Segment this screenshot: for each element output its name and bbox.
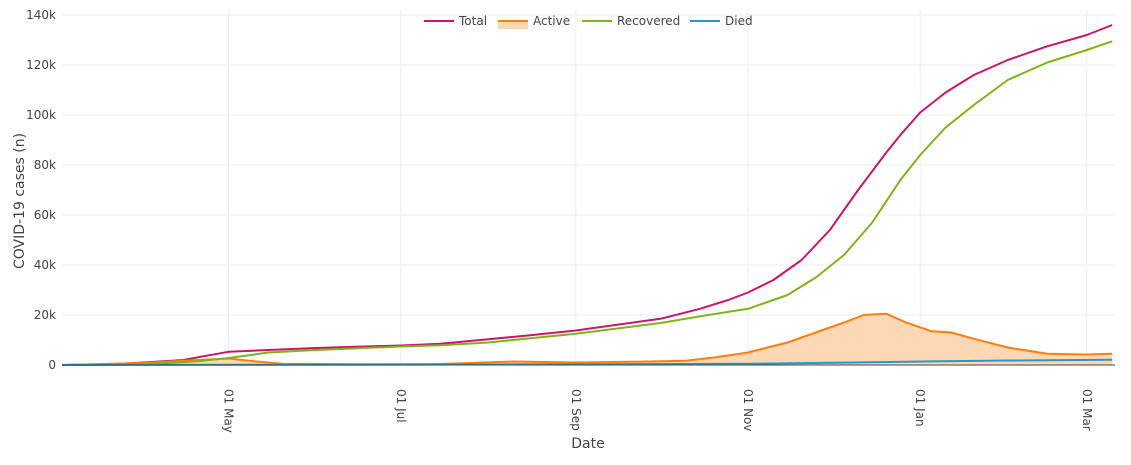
- legend-item-active[interactable]: Active: [498, 14, 570, 29]
- x-tick-label: 01 Mar: [1080, 389, 1094, 431]
- y-tick-label: 80k: [34, 158, 56, 172]
- x-tick-label: 01 May: [222, 389, 236, 433]
- y-tick-label: 20k: [34, 308, 56, 322]
- y-tick-label: 0: [48, 358, 56, 372]
- legend[interactable]: Total Active Recovered Died: [424, 14, 753, 29]
- legend-swatch-fill: [498, 21, 528, 29]
- y-tick-label: 40k: [34, 258, 56, 272]
- x-tick-label: 01 Sep: [569, 389, 583, 431]
- y-tick-label: 120k: [26, 58, 56, 72]
- series-line-recovered: [61, 40, 1113, 366]
- series-layer: [61, 24, 1113, 366]
- grid-layer: [62, 10, 1115, 365]
- legend-item-died[interactable]: Died: [690, 14, 753, 28]
- x-tick-label: 01 Jan: [913, 389, 927, 427]
- y-tick-label: 60k: [34, 208, 56, 222]
- axes-layer: 0 20k 40k 60k 80k 100k 120k 140k 01 May 01 Jul 01 …: [26, 8, 1115, 433]
- legend-item-recovered[interactable]: Recovered: [582, 14, 680, 28]
- series-area-active: [62, 313, 1113, 365]
- x-axis-title: Date: [571, 436, 604, 452]
- legend-label: Recovered: [617, 14, 680, 28]
- y-tick-label: 100k: [26, 108, 56, 122]
- x-tick-label: 01 Nov: [741, 389, 755, 432]
- y-axis-title: COVID-19 cases (n): [12, 133, 28, 269]
- legend-label: Total: [458, 14, 487, 28]
- series-line-active: [61, 312, 1113, 366]
- legend-label: Active: [533, 14, 570, 28]
- y-tick-label: 140k: [26, 8, 56, 22]
- legend-item-total[interactable]: Total: [424, 14, 487, 28]
- series-line-total: [61, 24, 1113, 366]
- x-tick-label: 01 Jul: [394, 389, 408, 423]
- legend-label: Died: [725, 14, 753, 28]
